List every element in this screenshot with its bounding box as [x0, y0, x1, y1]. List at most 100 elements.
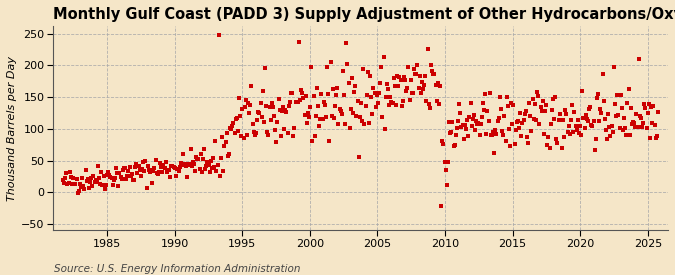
- Point: [475, 121, 486, 126]
- Point: [185, 147, 196, 151]
- Point: [153, 170, 164, 175]
- Point: [463, 134, 474, 138]
- Point: [455, 111, 466, 115]
- Point: [131, 161, 142, 166]
- Point: [646, 104, 657, 109]
- Point: [159, 166, 170, 170]
- Point: [287, 91, 298, 95]
- Point: [454, 102, 464, 107]
- Point: [580, 113, 591, 117]
- Point: [225, 126, 236, 131]
- Point: [519, 112, 530, 116]
- Point: [456, 125, 467, 129]
- Point: [578, 116, 589, 120]
- Point: [82, 177, 93, 181]
- Point: [348, 111, 358, 115]
- Point: [284, 104, 294, 108]
- Point: [234, 96, 244, 100]
- Point: [290, 100, 301, 104]
- Point: [458, 137, 469, 141]
- Point: [178, 162, 189, 167]
- Point: [546, 108, 557, 112]
- Point: [273, 97, 284, 101]
- Point: [520, 109, 531, 114]
- Point: [205, 159, 216, 164]
- Point: [425, 105, 435, 110]
- Point: [574, 131, 585, 135]
- Point: [339, 93, 350, 97]
- Point: [543, 134, 554, 139]
- Point: [358, 67, 369, 72]
- Point: [356, 119, 367, 123]
- Point: [146, 180, 157, 185]
- Point: [274, 108, 285, 112]
- Point: [207, 166, 217, 170]
- Point: [334, 107, 345, 111]
- Point: [377, 115, 388, 119]
- Point: [529, 117, 539, 122]
- Point: [379, 127, 390, 131]
- Point: [465, 101, 476, 105]
- Point: [491, 131, 502, 136]
- Point: [333, 122, 344, 127]
- Point: [371, 92, 382, 97]
- Point: [305, 105, 316, 109]
- Point: [362, 70, 373, 74]
- Point: [616, 106, 627, 111]
- Point: [195, 152, 206, 156]
- Point: [209, 165, 219, 169]
- Point: [297, 91, 308, 95]
- Point: [588, 119, 599, 123]
- Point: [343, 81, 354, 85]
- Point: [146, 167, 157, 172]
- Point: [653, 110, 664, 114]
- Point: [132, 170, 143, 175]
- Point: [368, 86, 379, 90]
- Point: [253, 110, 264, 114]
- Point: [566, 117, 576, 122]
- Point: [233, 129, 244, 133]
- Point: [581, 117, 592, 122]
- Point: [373, 100, 383, 105]
- Point: [260, 66, 271, 71]
- Point: [518, 117, 529, 122]
- Point: [304, 115, 315, 119]
- Point: [629, 121, 640, 126]
- Point: [568, 130, 578, 134]
- Point: [529, 102, 540, 106]
- Text: Monthly Gulf Coast (PADD 3) Supply Adjustment of Other Hydrocarbons/Oxygenates: Monthly Gulf Coast (PADD 3) Supply Adjus…: [53, 7, 675, 22]
- Point: [577, 89, 588, 93]
- Point: [302, 120, 313, 125]
- Point: [485, 132, 496, 137]
- Point: [541, 103, 551, 108]
- Point: [186, 164, 197, 168]
- Point: [346, 76, 357, 80]
- Point: [270, 128, 281, 132]
- Point: [295, 98, 306, 102]
- Point: [349, 90, 360, 94]
- Point: [464, 115, 475, 119]
- Point: [91, 180, 102, 184]
- Point: [344, 126, 355, 130]
- Point: [408, 67, 419, 72]
- Point: [87, 184, 98, 188]
- Point: [525, 114, 536, 119]
- Point: [200, 167, 211, 171]
- Point: [128, 178, 138, 182]
- Point: [254, 111, 265, 115]
- Point: [80, 168, 91, 172]
- Point: [255, 101, 266, 105]
- Point: [650, 136, 661, 140]
- Point: [252, 117, 263, 122]
- Point: [68, 175, 78, 180]
- Point: [65, 174, 76, 179]
- Point: [267, 101, 277, 105]
- Point: [86, 176, 97, 180]
- Point: [119, 165, 130, 170]
- Point: [169, 166, 180, 170]
- Point: [495, 94, 506, 99]
- Point: [64, 169, 75, 174]
- Point: [504, 126, 514, 131]
- Point: [123, 169, 134, 174]
- Point: [307, 139, 318, 143]
